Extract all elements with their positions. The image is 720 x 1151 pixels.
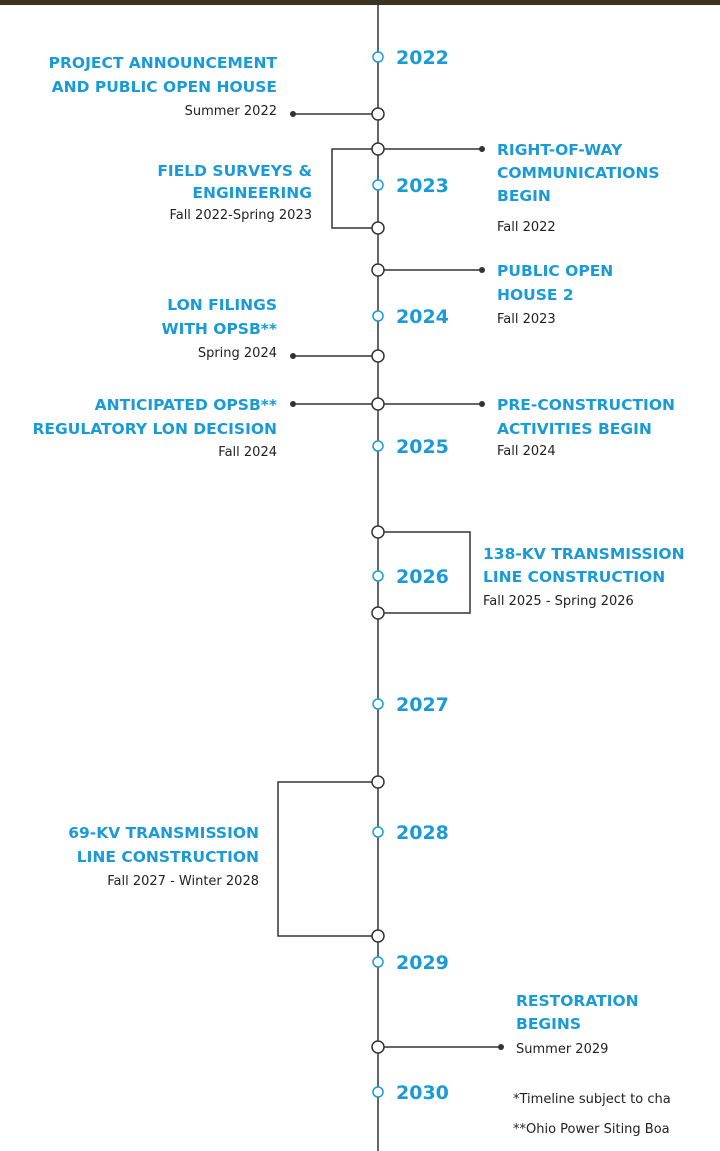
year-label: 2029 <box>396 952 449 974</box>
event-title: ACTIVITIES BEGIN <box>497 420 652 438</box>
node <box>372 222 384 234</box>
event-title: ANTICIPATED OPSB** <box>95 396 277 414</box>
connector-dot <box>479 401 485 407</box>
node <box>372 607 384 619</box>
node <box>372 776 384 788</box>
node <box>372 264 384 276</box>
event-title: BEGIN <box>497 187 551 205</box>
node <box>372 1041 384 1053</box>
year-marker <box>373 52 383 62</box>
page: {"years": ["2022", "2023", "2024", "2025… <box>0 0 720 1151</box>
top-band <box>0 0 720 5</box>
event-date: Fall 2027 - Winter 2028 <box>107 874 259 889</box>
event-title: FIELD SURVEYS & <box>157 162 312 180</box>
year-marker <box>373 180 383 190</box>
year-marker <box>373 699 383 709</box>
node <box>372 930 384 942</box>
event-date: Summer 2029 <box>516 1042 608 1057</box>
event-title: LINE CONSTRUCTION <box>483 568 665 586</box>
event-date: Summer 2022 <box>185 104 277 119</box>
timeline: 2022 2023 2024 2025 2026 2027 2028 2029 2030 PROJ… <box>0 0 720 1151</box>
footnote: *Timeline subject to cha <box>513 1092 671 1107</box>
event-title: PRE-CONSTRUCTION <box>497 396 675 414</box>
timeline-content: 2022 2023 2024 2025 2026 2027 2028 2029 2030 PROJ… <box>32 47 684 1137</box>
connector-dot <box>290 353 296 359</box>
event-title: LON FILINGS <box>167 296 277 314</box>
event-title: PUBLIC OPEN <box>497 262 613 280</box>
event-title: LINE CONSTRUCTION <box>77 848 259 866</box>
year-label: 2025 <box>396 436 449 458</box>
year-label: 2027 <box>396 694 449 716</box>
event-title: COMMUNICATIONS <box>497 164 660 182</box>
connector-dot <box>479 267 485 273</box>
connector-dot <box>498 1044 504 1050</box>
event-date: Fall 2023 <box>497 312 556 327</box>
event-title: WITH OPSB** <box>161 320 277 338</box>
connector <box>278 782 378 936</box>
node <box>372 398 384 410</box>
year-label: 2026 <box>396 566 449 588</box>
event-date: Fall 2022-Spring 2023 <box>169 208 312 223</box>
year-label: 2023 <box>396 175 449 197</box>
node <box>372 350 384 362</box>
event-date: Fall 2022 <box>497 220 556 235</box>
year-marker <box>373 571 383 581</box>
year-marker <box>373 957 383 967</box>
event-title: BEGINS <box>516 1015 581 1033</box>
node <box>372 108 384 120</box>
event-title: 69-KV TRANSMISSION <box>68 824 259 842</box>
event-date: Fall 2024 <box>497 444 556 459</box>
year-label: 2030 <box>396 1082 449 1104</box>
event-title: AND PUBLIC OPEN HOUSE <box>52 78 277 96</box>
event-date: Spring 2024 <box>198 346 277 361</box>
year-label: 2022 <box>396 47 449 69</box>
event-title: RIGHT-OF-WAY <box>497 141 623 159</box>
footnote: **Ohio Power Siting Boa <box>513 1122 670 1137</box>
year-label: 2024 <box>396 306 449 328</box>
event-date: Fall 2025 - Spring 2026 <box>483 594 634 609</box>
event-title: PROJECT ANNOUNCEMENT <box>49 54 278 72</box>
event-title: HOUSE 2 <box>497 286 574 304</box>
node <box>372 143 384 155</box>
event-title: REGULATORY LON DECISION <box>32 420 277 438</box>
connector-dot <box>290 401 296 407</box>
event-title: 138-KV TRANSMISSION <box>483 545 685 563</box>
connector <box>332 149 378 228</box>
event-date: Fall 2024 <box>218 445 277 460</box>
year-label: 2028 <box>396 822 449 844</box>
node <box>372 526 384 538</box>
year-marker <box>373 1087 383 1097</box>
year-marker <box>373 441 383 451</box>
year-marker <box>373 827 383 837</box>
connector-dot <box>290 111 296 117</box>
connector-dot <box>479 146 485 152</box>
event-title: ENGINEERING <box>192 184 312 202</box>
event-title: RESTORATION <box>516 992 639 1010</box>
year-marker <box>373 311 383 321</box>
